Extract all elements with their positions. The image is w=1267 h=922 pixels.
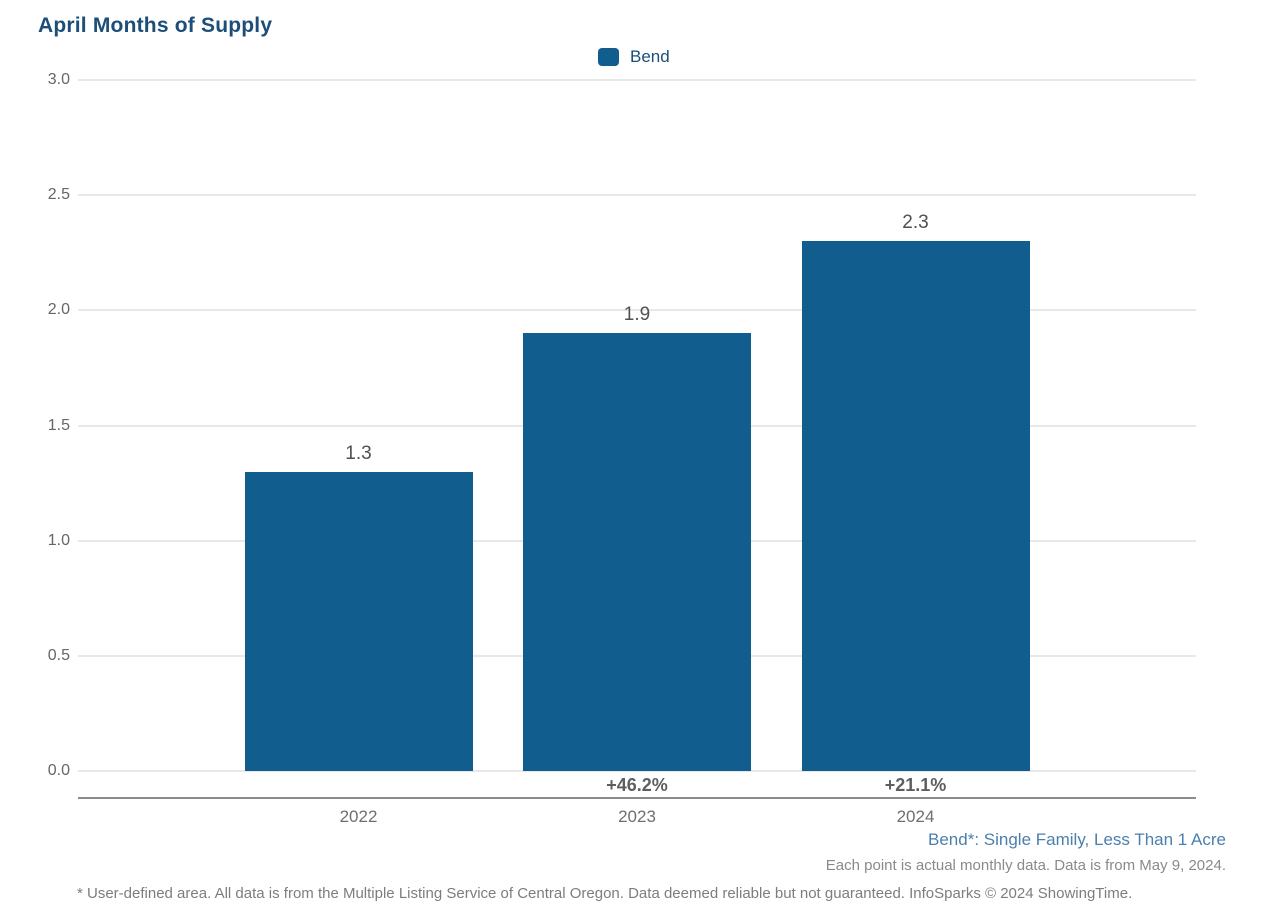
y-tick-label-2.0: 2.0 (47, 301, 70, 319)
y-tick-label-3.0: 3.0 (47, 71, 70, 88)
pct-change-label-2024: +21.1% (884, 775, 947, 795)
bar-2022[interactable] (244, 471, 473, 771)
page-title: April Months of Supply (38, 14, 273, 37)
y-tick-label-1.5: 1.5 (47, 416, 70, 434)
disclaimer-text: * User-defined area. All data is from th… (77, 885, 1133, 902)
bar-value-label-2023: 1.9 (623, 304, 651, 326)
gridline-3.0 (78, 79, 1196, 81)
y-tick-label-1.0: 1.0 (47, 531, 70, 549)
legend-swatch-icon (598, 48, 619, 66)
x-axis-line (78, 797, 1196, 799)
bar-value-label-2022: 1.3 (345, 442, 372, 464)
legend-label: Bend (630, 47, 670, 66)
x-axis-label-2024: 2024 (896, 807, 935, 826)
y-tick-label-0.0: 0.0 (47, 762, 70, 779)
y-tick-label-2.5: 2.5 (47, 186, 70, 204)
series-definition-note: Bend*: Single Family, Less Than 1 Acre (928, 830, 1226, 849)
x-axis-label-2022: 2022 (339, 807, 378, 826)
gridline-2.5 (78, 194, 1196, 197)
gridline-2.0 (78, 309, 1196, 312)
bar-2023[interactable] (523, 333, 751, 771)
gridline-0.0 (78, 770, 1196, 772)
pct-change-label-2023: +46.2% (606, 775, 668, 795)
data-date-note: Each point is actual monthly data. Data … (825, 857, 1226, 874)
y-tick-label-0.5: 0.5 (47, 646, 70, 664)
x-axis-label-2023: 2023 (618, 807, 656, 826)
legend-item-bend[interactable]: Bend (598, 47, 670, 67)
bar-2024[interactable] (801, 241, 1030, 771)
bar-value-label-2024: 2.3 (902, 212, 929, 234)
